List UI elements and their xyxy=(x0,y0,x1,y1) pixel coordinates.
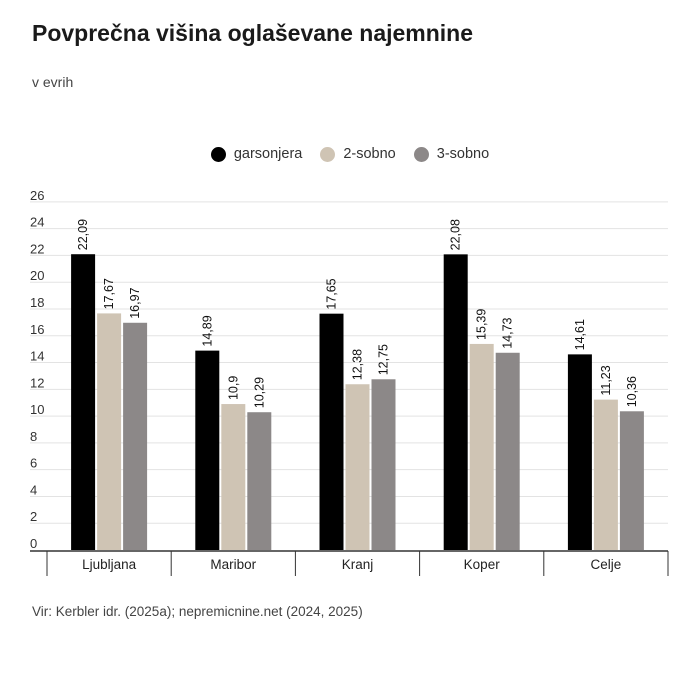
x-tick-label: Celje xyxy=(591,557,622,572)
x-tick-label: Kranj xyxy=(342,557,374,572)
bar-2-sobno xyxy=(97,313,122,550)
data-label: 14,73 xyxy=(501,317,515,348)
bar-2-sobno xyxy=(593,399,618,550)
data-label: 14,61 xyxy=(573,319,587,350)
legend-swatch-garsonjera xyxy=(210,146,226,162)
bar-garsonjera xyxy=(443,254,468,550)
bar-3-sobno xyxy=(371,379,396,550)
x-tick-label: Ljubljana xyxy=(82,557,137,572)
x-tick-label: Koper xyxy=(464,557,501,572)
y-tick-label: 24 xyxy=(30,215,44,230)
bar-3-sobno xyxy=(495,352,520,550)
y-tick-label: 22 xyxy=(30,241,44,256)
legend-swatch-2-sobno xyxy=(320,146,336,162)
y-tick-label: 12 xyxy=(30,375,44,390)
data-label: 12,75 xyxy=(377,344,391,375)
data-label: 14,89 xyxy=(200,315,214,346)
y-tick-label: 8 xyxy=(30,429,37,444)
data-label: 11,23 xyxy=(599,365,613,395)
y-tick-label: 4 xyxy=(30,482,37,497)
bar-3-sobno xyxy=(619,411,644,550)
legend-label-garsonjera: garsonjera xyxy=(233,146,303,162)
chart-subtitle: v evrih xyxy=(32,74,74,90)
source-note: Vir: Kerbler idr. (2025a); nepremicnine.… xyxy=(32,604,363,619)
y-tick-label: 14 xyxy=(30,349,44,364)
y-tick-label: 2 xyxy=(30,509,37,524)
y-tick-label: 10 xyxy=(30,402,44,417)
legend-label-3-sobno: 3-sobno xyxy=(436,146,490,162)
bar-2-sobno xyxy=(345,384,370,550)
data-label: 17,65 xyxy=(325,278,339,309)
data-label: 22,09 xyxy=(76,219,90,250)
legend-item-garsonjera: garsonjera xyxy=(210,146,303,162)
bar-2-sobno xyxy=(221,404,246,550)
x-tick-label: Maribor xyxy=(210,557,256,572)
legend: garsonjera 2-sobno 3-sobno xyxy=(0,146,700,162)
legend-item-2-sobno: 2-sobno xyxy=(320,146,396,162)
bar-garsonjera xyxy=(71,254,96,550)
data-label: 15,39 xyxy=(475,309,489,340)
data-label: 10,36 xyxy=(625,376,639,407)
chart-title: Povprečna višina oglaševane najemnine xyxy=(32,20,474,46)
y-tick-label: 26 xyxy=(30,188,44,203)
y-tick-label: 16 xyxy=(30,322,44,337)
data-label: 16,97 xyxy=(128,287,142,318)
bar-2-sobno xyxy=(469,343,494,550)
y-tick-label: 20 xyxy=(30,268,44,283)
y-tick-label: 0 xyxy=(30,536,37,551)
data-label: 17,67 xyxy=(102,278,116,309)
bar-3-sobno xyxy=(123,322,148,550)
data-label: 10,9 xyxy=(226,376,240,400)
legend-item-3-sobno: 3-sobno xyxy=(413,146,490,162)
legend-swatch-3-sobno xyxy=(413,146,429,162)
y-tick-label: 18 xyxy=(30,295,44,310)
bar-garsonjera xyxy=(319,313,344,550)
bar-garsonjera xyxy=(567,354,592,550)
data-label: 12,38 xyxy=(351,349,365,380)
bar-garsonjera xyxy=(195,350,220,550)
y-tick-label: 6 xyxy=(30,456,37,471)
data-label: 10,29 xyxy=(252,377,266,408)
data-label: 22,08 xyxy=(449,219,463,250)
legend-label-2-sobno: 2-sobno xyxy=(343,146,396,162)
bar-3-sobno xyxy=(247,412,272,550)
